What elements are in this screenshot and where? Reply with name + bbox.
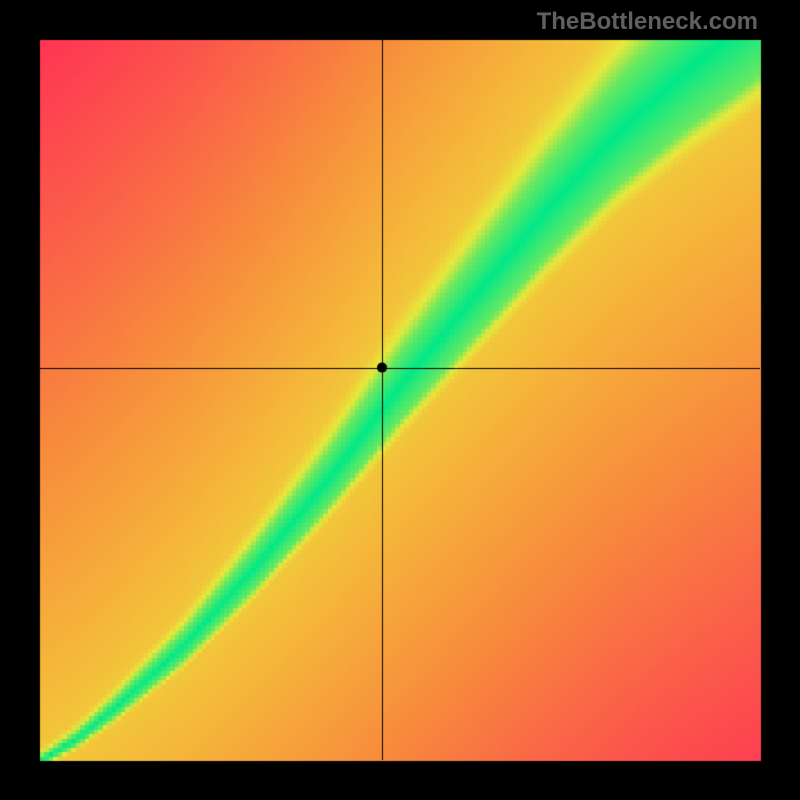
chart-container: TheBottleneck.com bbox=[0, 0, 800, 800]
bottleneck-heatmap bbox=[0, 0, 800, 800]
watermark-text: TheBottleneck.com bbox=[537, 8, 758, 36]
